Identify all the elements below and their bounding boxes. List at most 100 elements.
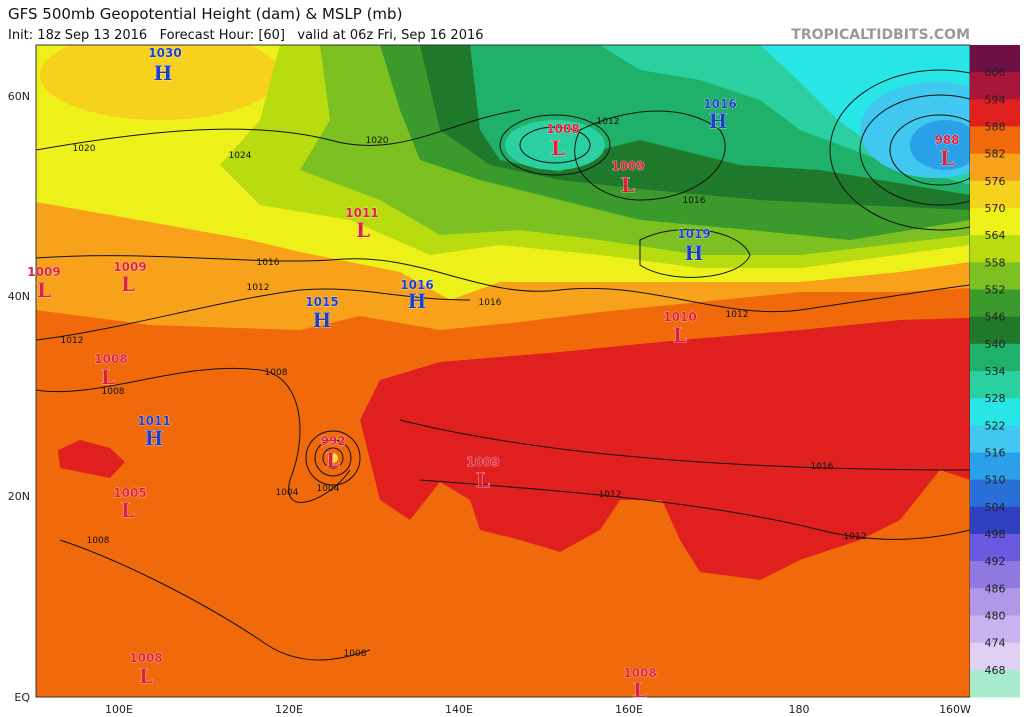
center-symbol: L: [121, 498, 135, 522]
center-symbol: L: [356, 218, 370, 242]
longitude-label: 160W: [939, 703, 971, 716]
subtitle: Init: 18z Sep 13 2016 Forecast Hour: [60…: [8, 28, 484, 43]
center-symbol: H: [685, 241, 704, 265]
isobar-label: 1012: [726, 310, 749, 320]
isobar-label: 1016: [683, 196, 706, 206]
colorbar-label: 510: [985, 474, 1006, 487]
center-symbol: L: [633, 678, 647, 702]
colorbar-swatch: [970, 615, 1020, 644]
center-pressure: 1019: [677, 227, 710, 241]
center-pressure: 1008: [129, 651, 162, 665]
colorbar-swatch: [970, 534, 1020, 562]
colorbar-swatch: [970, 126, 1020, 155]
colorbar-label: 582: [985, 148, 1006, 161]
latitude-label: EQ: [14, 691, 30, 704]
colorbar-swatch: [970, 45, 1020, 73]
center-pressure: 1016: [703, 97, 736, 111]
isobar-label: 1008: [265, 368, 288, 378]
center-pressure: 1005: [113, 486, 146, 500]
isobar-label: 1008: [102, 387, 125, 397]
latitude-label: 40N: [8, 290, 30, 303]
colorbar-swatch: [970, 343, 1020, 372]
colorbar-label: 546: [985, 311, 1006, 324]
colorbar-swatch: [970, 669, 1020, 698]
center-symbol: L: [673, 323, 687, 347]
center-pressure: 1009: [113, 260, 146, 274]
colorbar-label: 534: [985, 365, 1006, 378]
colorbar-swatch: [970, 642, 1020, 671]
isobar-label: 1016: [257, 258, 280, 268]
isobar-label: 1008: [344, 649, 367, 659]
center-symbol: H: [313, 308, 332, 332]
colorbar-label: 474: [985, 637, 1006, 650]
isobar-label: 1016: [479, 298, 502, 308]
center-symbol: L: [326, 448, 340, 472]
center-pressure: 1009: [611, 159, 644, 173]
colorbar-swatch: [970, 588, 1020, 616]
center-symbol: L: [139, 664, 153, 688]
colorbar-label: 480: [985, 610, 1006, 623]
colorbar-label: 516: [985, 447, 1006, 460]
center-pressure: 1008: [546, 122, 579, 136]
colorbar-swatch: [970, 425, 1020, 453]
colorbar-label: 504: [985, 501, 1006, 514]
isobar-label: 1012: [247, 283, 270, 293]
colorbar-swatch: [970, 371, 1020, 399]
colorbar-label: 558: [985, 256, 1006, 269]
colorbar-label: 570: [985, 202, 1006, 215]
colorbar-label: 540: [985, 338, 1006, 351]
isobar-label: 1020: [73, 144, 96, 154]
colorbar-label: 468: [985, 664, 1006, 677]
center-symbol: L: [621, 173, 635, 197]
isobar-label: 1008: [87, 536, 110, 546]
colorbar-label: 492: [985, 555, 1006, 568]
isobar-label: 1012: [61, 336, 84, 346]
height-fill: [58, 440, 125, 478]
center-pressure: 1030: [148, 46, 181, 60]
isobar-label: 1020: [366, 136, 389, 146]
colorbar-label: 528: [985, 392, 1006, 405]
colorbar-swatch: [970, 262, 1020, 290]
longitude-label: 100E: [105, 703, 133, 716]
longitude-label: 140E: [445, 703, 473, 716]
colorbar-swatch: [970, 208, 1020, 236]
colorbar-swatch: [970, 72, 1020, 100]
colorbar-swatch: [970, 479, 1020, 508]
center-pressure: 1009: [27, 265, 60, 279]
colorbar-label: 522: [985, 419, 1006, 432]
center-pressure: 1009: [466, 455, 499, 469]
colorbar-swatch: [970, 316, 1020, 345]
longitude-label: 160E: [615, 703, 643, 716]
center-symbol: L: [37, 278, 51, 302]
map-area: [35, 44, 971, 698]
labels: 60N 40N 20N EQ 100E 120E 140E 160E 180 160W 600 594…: [8, 45, 1020, 716]
center-pressure: 1016: [400, 278, 433, 292]
colorbar-label: 576: [985, 175, 1006, 188]
colorbar-swatch: [970, 506, 1020, 535]
isobar-label: 1012: [597, 117, 620, 127]
isobar-label: 1024: [229, 151, 252, 161]
colorbar-label: 552: [985, 284, 1006, 297]
center-pressure: 1008: [623, 666, 656, 680]
latitude-label: 20N: [8, 490, 30, 503]
center-pressure: 1008: [94, 352, 127, 366]
center-symbol: L: [121, 272, 135, 296]
colorbar-label: 486: [985, 582, 1006, 595]
isobar-label: 1016: [811, 462, 834, 472]
colorbar-swatch: [970, 99, 1020, 127]
center-symbol: L: [940, 146, 954, 170]
height-fill: [360, 318, 970, 580]
colorbar-swatch: [970, 452, 1020, 481]
colorbar-swatch: [970, 561, 1020, 589]
center-symbol: L: [101, 365, 115, 389]
isobars: [36, 69, 970, 661]
isobar-label: 1012: [599, 490, 622, 500]
height-fill: [910, 120, 970, 170]
center-symbol: H: [408, 289, 427, 313]
height-fill: [40, 45, 280, 120]
center-pressure: 992: [320, 434, 345, 448]
longitude-label: 180: [789, 703, 810, 716]
center-pressure: 1011: [345, 206, 378, 220]
colorbar-label: 588: [985, 121, 1006, 134]
